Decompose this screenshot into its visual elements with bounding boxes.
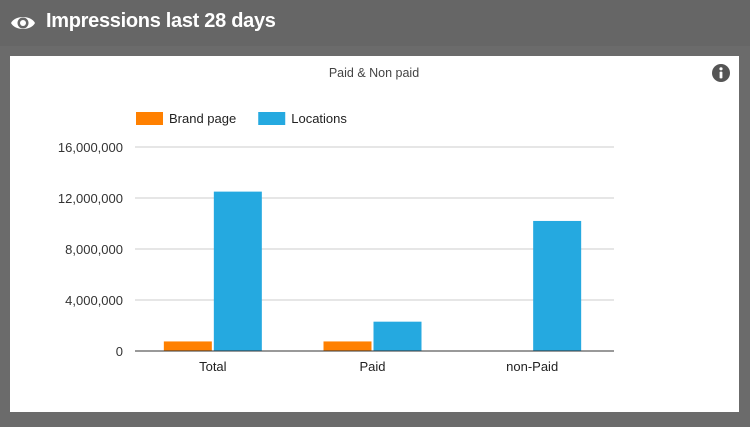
legend-swatch bbox=[136, 112, 163, 125]
y-axis: 0 4,000,000 8,000,000 12,000,000 16,000,000 bbox=[58, 140, 123, 359]
bar-locations-non-paid[interactable] bbox=[533, 220, 582, 351]
x-tick-label: Total bbox=[199, 359, 227, 374]
chart-title: Paid & Non paid bbox=[329, 66, 419, 80]
x-axis: Total Paid non-Paid bbox=[199, 359, 558, 374]
info-icon[interactable] bbox=[712, 64, 730, 82]
widget-header: Impressions last 28 days bbox=[0, 0, 750, 46]
chart-legend: Brand page Locations bbox=[136, 111, 347, 126]
chart-bars bbox=[163, 191, 582, 351]
legend-label: Brand page bbox=[169, 111, 236, 126]
x-tick-label: Paid bbox=[359, 359, 385, 374]
bar-locations-paid[interactable] bbox=[373, 321, 422, 351]
y-tick-label: 0 bbox=[116, 344, 123, 359]
y-tick-label: 16,000,000 bbox=[58, 140, 123, 155]
bar-locations-total[interactable] bbox=[213, 191, 262, 351]
legend-swatch bbox=[258, 112, 286, 125]
bar-chart: Paid & Non paid Brand page Locations 0 4,0… bbox=[58, 66, 614, 374]
bar-brand-page-total[interactable] bbox=[163, 341, 212, 351]
chart-card: Paid & Non paid Brand page Locations 0 4,0… bbox=[10, 56, 739, 412]
bar-brand-page-paid[interactable] bbox=[323, 341, 372, 351]
legend-label: Locations bbox=[291, 111, 347, 126]
y-tick-label: 12,000,000 bbox=[58, 191, 123, 206]
y-tick-label: 4,000,000 bbox=[65, 293, 123, 308]
x-tick-label: non-Paid bbox=[506, 359, 558, 374]
widget-title: Impressions last 28 days bbox=[46, 10, 276, 32]
eye-icon bbox=[11, 17, 35, 29]
y-tick-label: 8,000,000 bbox=[65, 242, 123, 257]
